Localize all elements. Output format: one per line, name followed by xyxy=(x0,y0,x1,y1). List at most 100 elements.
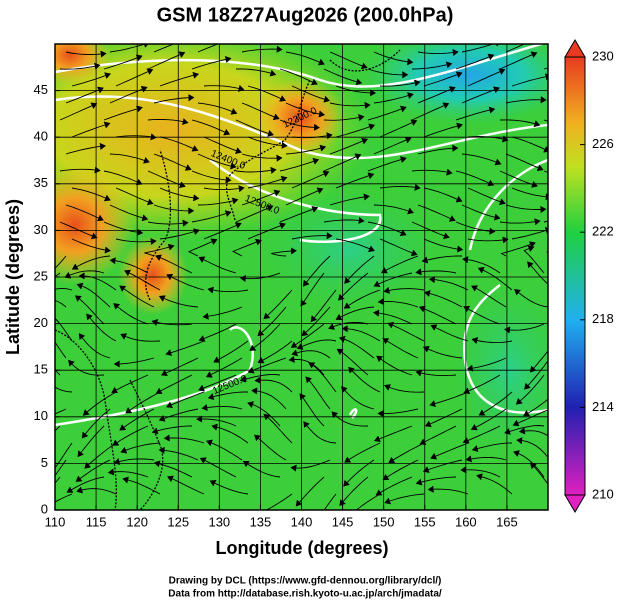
x-tick-label: 120 xyxy=(126,514,148,529)
x-tick-label: 110 xyxy=(45,514,66,529)
contour-line xyxy=(55,95,548,160)
streamline xyxy=(467,69,505,87)
colorbar-tick-label: 210 xyxy=(592,486,614,501)
stream-arrow xyxy=(421,256,429,264)
streamline xyxy=(373,93,414,104)
stream-arrow xyxy=(179,181,186,189)
streamline xyxy=(308,362,337,393)
streamline xyxy=(384,385,425,393)
stream-arrow xyxy=(158,295,166,302)
stream-arrow xyxy=(316,187,324,194)
stream-arrow xyxy=(281,142,288,149)
streamline xyxy=(423,238,463,251)
streamline xyxy=(511,187,548,198)
stream-arrow xyxy=(382,338,389,345)
stream-arrow xyxy=(443,232,450,240)
stream-arrow xyxy=(313,124,320,131)
streamline xyxy=(161,357,199,376)
stream-arrow xyxy=(358,217,365,224)
x-tick-label: 135 xyxy=(250,514,272,529)
stream-arrow xyxy=(257,329,264,337)
streamline xyxy=(109,86,147,104)
streamline xyxy=(367,221,406,236)
streamline xyxy=(422,255,462,262)
stream-arrow xyxy=(344,456,351,463)
stream-arrow xyxy=(301,329,308,337)
streamline xyxy=(462,258,501,274)
stream-arrow xyxy=(27,290,33,295)
stream-arrow xyxy=(471,445,479,452)
streamline xyxy=(511,136,548,152)
streamline xyxy=(344,289,381,309)
streamline xyxy=(159,73,199,87)
stream-arrow xyxy=(185,36,191,42)
streamline xyxy=(291,171,329,189)
x-tick-label: 125 xyxy=(167,514,189,529)
streamline xyxy=(499,52,537,70)
streamline xyxy=(247,402,281,427)
stream-arrow xyxy=(493,86,500,93)
streamline xyxy=(247,223,286,240)
colorbar-tick-label: 230 xyxy=(592,48,614,63)
streamline xyxy=(464,374,501,394)
streamline xyxy=(235,205,273,223)
stream-arrow xyxy=(305,376,312,383)
stream-arrow xyxy=(272,113,280,121)
stream-arrow xyxy=(35,344,41,350)
stream-arrow xyxy=(442,102,450,109)
streamline xyxy=(72,255,111,270)
streamline xyxy=(159,136,198,151)
stream-arrow xyxy=(514,288,521,296)
streamline xyxy=(121,442,161,453)
stream-arrow xyxy=(26,305,31,311)
streamline xyxy=(382,338,419,359)
streamline xyxy=(271,250,297,257)
streamline xyxy=(159,187,199,199)
stream-arrow xyxy=(266,204,274,212)
stream-arrow xyxy=(383,287,390,294)
streamline xyxy=(55,341,67,359)
field-warm xyxy=(118,235,188,315)
streamline xyxy=(55,287,73,291)
stream-arrow xyxy=(191,145,199,152)
y-tick-label: 40 xyxy=(34,129,48,144)
streamline xyxy=(472,442,513,451)
streamline xyxy=(461,469,501,478)
streamline xyxy=(119,285,155,308)
stream-arrow xyxy=(582,37,588,43)
colorbar-tick-label: 218 xyxy=(592,311,614,326)
streamline xyxy=(55,255,67,269)
stream-arrow xyxy=(452,49,459,56)
streamline xyxy=(247,85,286,101)
streamline xyxy=(103,107,143,121)
streamline xyxy=(301,306,331,336)
stream-arrow xyxy=(536,164,544,172)
stream-arrow xyxy=(42,486,48,492)
stream-arrow xyxy=(455,71,463,78)
stream-arrow xyxy=(113,360,120,368)
streamline xyxy=(152,320,193,326)
streamline xyxy=(467,357,507,370)
streamline xyxy=(513,451,545,478)
streamline xyxy=(279,207,318,223)
stream-arrow xyxy=(407,207,414,215)
streamline xyxy=(429,278,469,291)
streamline xyxy=(430,442,469,459)
stream-arrow xyxy=(540,96,547,104)
streamline xyxy=(103,221,143,234)
streamline xyxy=(310,289,337,322)
streamline xyxy=(285,102,325,116)
streamline xyxy=(115,187,153,205)
stream-arrow xyxy=(230,162,237,170)
stream-arrow xyxy=(343,480,350,487)
streamline xyxy=(197,102,237,114)
streamline xyxy=(376,355,413,376)
stream-arrow xyxy=(99,142,106,150)
streamline xyxy=(156,374,193,394)
streamline xyxy=(329,51,367,69)
stream-arrow xyxy=(267,130,274,137)
streamline xyxy=(355,493,381,510)
stream-arrow xyxy=(104,246,111,254)
stream-arrow xyxy=(166,401,173,409)
stream-arrow xyxy=(76,486,83,494)
